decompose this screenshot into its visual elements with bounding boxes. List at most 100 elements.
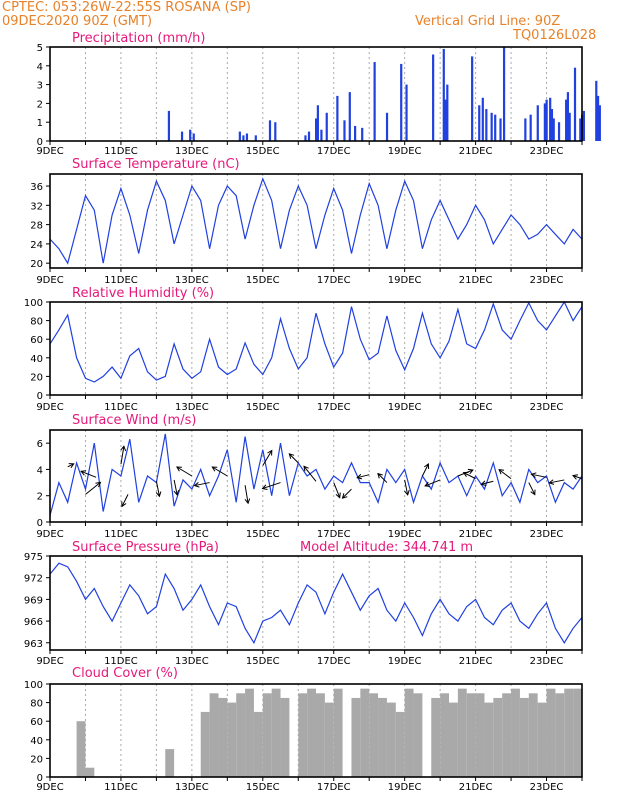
- precip-bar: [354, 125, 357, 141]
- wind-arrowhead: [480, 480, 487, 486]
- wind-arrowhead: [303, 465, 309, 472]
- x-tick-label: 15DEC: [246, 782, 280, 793]
- cloud-bar: [227, 702, 237, 777]
- y-tick-label: 972: [24, 574, 43, 585]
- wind-vector: [212, 466, 228, 477]
- cloud-bar: [484, 702, 494, 777]
- precip-bar: [598, 105, 601, 141]
- wind-vector: [572, 475, 583, 480]
- wind-arrowhead: [356, 473, 363, 480]
- y-tick-label: 40: [30, 354, 43, 365]
- x-tick-label: 23DEC: [530, 782, 564, 793]
- x-tick-label: 21DEC: [459, 402, 493, 413]
- wind-arrowhead: [424, 463, 430, 470]
- x-tick-label: 11DEC: [104, 529, 138, 540]
- x-tick-label: 11DEC: [104, 146, 138, 157]
- wind-arrowhead: [121, 501, 127, 508]
- precip-bar: [385, 112, 389, 141]
- x-tick-label: 17DEC: [317, 146, 351, 157]
- x-tick-label: 21DEC: [459, 782, 493, 793]
- wind-arrowhead: [193, 482, 200, 488]
- grid-line-note: Vertical Grid Line: 90Z: [415, 14, 561, 29]
- wind-vector: [528, 482, 536, 495]
- precip-bar: [552, 118, 555, 141]
- cloud-bar: [253, 711, 263, 777]
- y-tick-label: 0: [37, 773, 43, 784]
- precip-bar: [499, 118, 502, 141]
- cloud-bar: [511, 688, 520, 777]
- x-tick-label: 17DEC: [317, 529, 351, 540]
- y-tick-label: 6: [37, 439, 43, 450]
- x-tick-label: 19DEC: [388, 146, 422, 157]
- cloud-bar: [85, 767, 95, 777]
- precipitation-plot: 9DEC 11DEC 13DEC 15DEC 17DEC 19DEC 21DEC 23DEC 0…: [36, 43, 601, 157]
- wind-arrowhead: [176, 466, 182, 472]
- y-tick-label: 36: [30, 182, 43, 193]
- precip-bar: [446, 84, 449, 141]
- x-tick-label: 15DEC: [246, 402, 280, 413]
- x-tick-label: 17DEC: [317, 275, 351, 286]
- wind-arrowhead: [341, 493, 348, 499]
- y-tick-label: 0: [37, 518, 43, 529]
- wind-vector: [421, 463, 429, 477]
- cloud-bar: [457, 688, 467, 777]
- plot-frame: [49, 173, 583, 269]
- cloud-bar: [537, 702, 547, 777]
- precip-bar: [485, 109, 488, 141]
- y-tick-label: 60: [30, 717, 43, 728]
- cloud-cover-plot: 9DEC 11DEC 13DEC 15DEC 17DEC 19DEC 21DEC 23DEC 0…: [24, 680, 583, 793]
- y-tick-label: 32: [30, 201, 43, 212]
- station-info: CPTEC: 053:26W-22:55S ROSANA (SP): [2, 0, 251, 15]
- x-tick-label: 9DEC: [36, 146, 63, 157]
- plot-frame: [49, 46, 583, 142]
- precip-bar: [315, 118, 318, 141]
- cloud-bar: [236, 693, 246, 777]
- precip-bar: [566, 92, 570, 141]
- y-tick-label: 100: [24, 680, 43, 691]
- wind-arrowhead: [267, 449, 273, 456]
- precip-bar: [524, 118, 527, 141]
- wind-vector: [80, 470, 97, 478]
- pres-series-line: [49, 562, 583, 645]
- precip-bar: [304, 135, 307, 141]
- precip-bar: [543, 103, 546, 141]
- x-tick-label: 23DEC: [530, 146, 564, 157]
- cloud-bar: [200, 711, 210, 777]
- wind-arrowhead: [530, 489, 536, 496]
- cloud-bar: [440, 693, 449, 777]
- precip-bar: [361, 127, 364, 141]
- x-tick-label: 15DEC: [246, 529, 280, 540]
- cloud-bar: [307, 688, 316, 777]
- x-tick-label: 9DEC: [36, 782, 63, 793]
- panel-temperature: Surface Temperature (nC) 9DEC 11DEC 13DEC 1…: [30, 157, 583, 286]
- wind-arrowhead: [155, 491, 162, 498]
- wind-vector: [176, 466, 193, 477]
- run-datetime: 09DEC2020 90Z (GMT): [2, 14, 153, 29]
- x-tick-label: 23DEC: [530, 402, 564, 413]
- precip-bar: [242, 135, 245, 141]
- precip-bar: [343, 120, 346, 141]
- wind-arrowhead: [467, 468, 474, 475]
- x-tick-label: 13DEC: [175, 529, 209, 540]
- pressure-title: Surface Pressure (hPa): [72, 540, 219, 555]
- wind-arrowhead: [173, 490, 180, 496]
- precip-bar: [549, 97, 552, 141]
- wind-arrowhead: [288, 453, 295, 459]
- cloud-bar: [546, 688, 556, 777]
- x-tick-label: 19DEC: [388, 782, 422, 793]
- cloud-cover-title: Cloud Cover (%): [72, 666, 178, 681]
- wind-arrowhead: [530, 472, 537, 478]
- x-tick-label: 11DEC: [104, 402, 138, 413]
- x-tick-label: 9DEC: [36, 402, 63, 413]
- wind-vector: [244, 485, 249, 504]
- wind-arrowhead: [95, 481, 102, 488]
- wind-vector: [481, 480, 494, 485]
- y-tick-label: 24: [30, 240, 43, 251]
- wind-vector: [121, 494, 129, 507]
- precip-bar: [307, 131, 311, 141]
- x-tick-label: 23DEC: [530, 275, 564, 286]
- cloud-bar: [262, 693, 272, 777]
- precip-bar: [536, 105, 539, 141]
- plot-frame: [49, 683, 583, 778]
- x-tick-label: 19DEC: [388, 275, 422, 286]
